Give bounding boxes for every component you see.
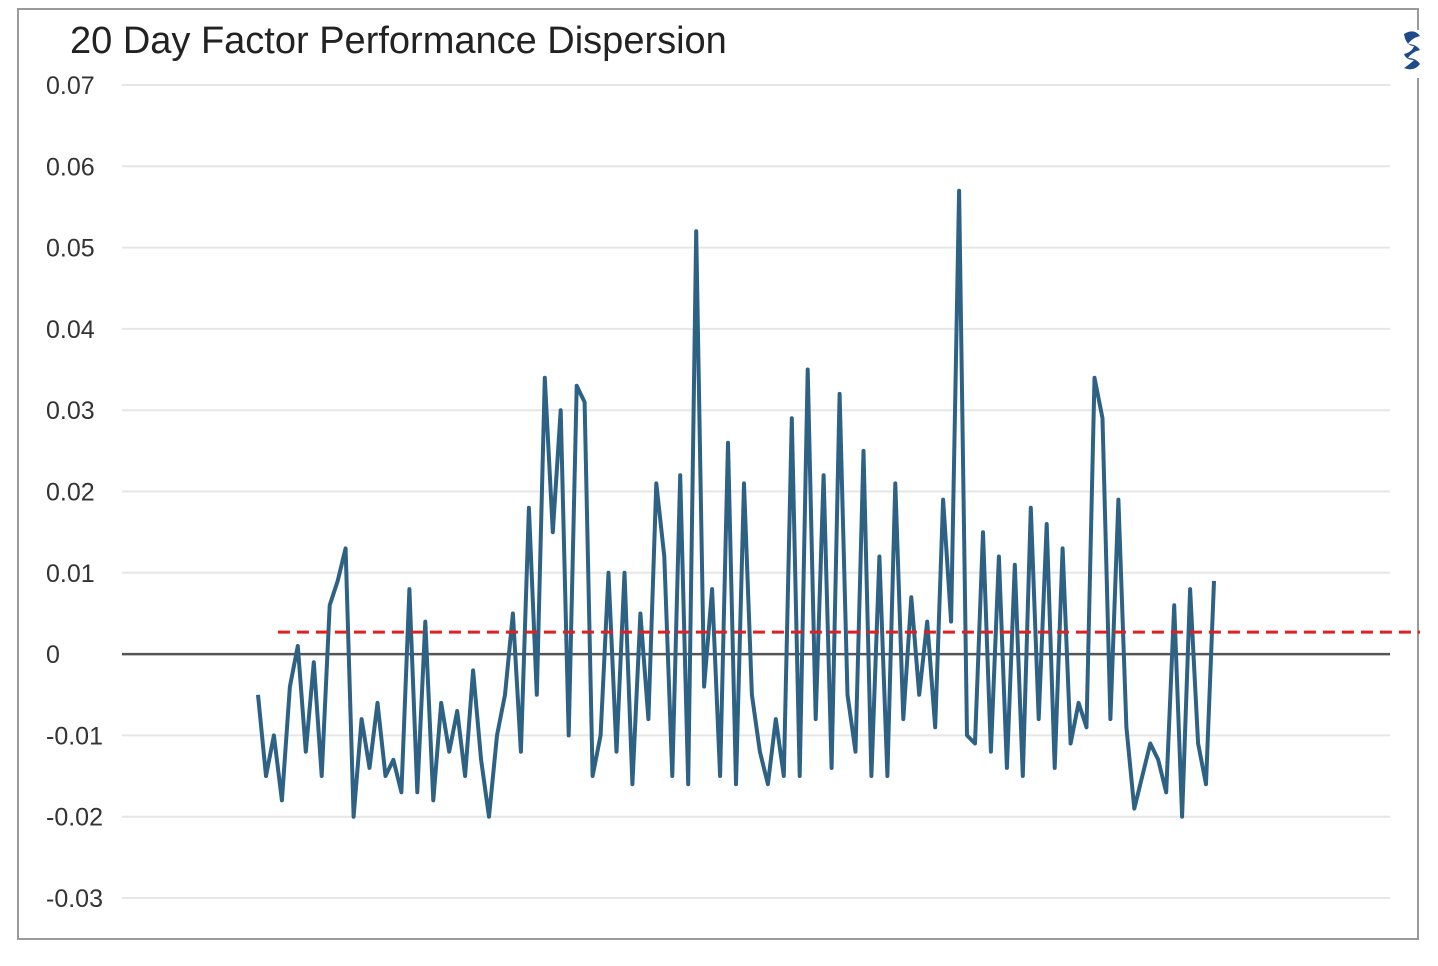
y-tick-label: 0.05 (46, 235, 95, 263)
y-tick-label: 0.04 (46, 316, 95, 344)
gridlines (122, 84, 1390, 899)
y-axis-ticks: 0.07 0.06 0.05 0.04 0.03 0.02 0.01 0 -0.01 -0.02 -… (46, 72, 103, 913)
y-tick-label: 0.01 (46, 560, 95, 588)
y-tick-label: 0.03 (46, 397, 95, 425)
chart-frame (17, 8, 1419, 940)
y-tick-label: -0.02 (46, 804, 103, 832)
series-layer (256, 188, 1420, 819)
y-tick-label: -0.03 (46, 885, 103, 913)
y-tick-label: -0.01 (46, 722, 103, 750)
y-tick-label: 0 (46, 641, 60, 669)
series-line (256, 188, 1216, 819)
y-tick-label: 0.06 (46, 153, 95, 181)
chart-title: 20 Day Factor Performance Dispersion (70, 20, 727, 62)
logo-icon (1402, 30, 1420, 78)
y-tick-label: 0.02 (46, 479, 95, 507)
y-tick-label: 0.07 (46, 72, 95, 100)
